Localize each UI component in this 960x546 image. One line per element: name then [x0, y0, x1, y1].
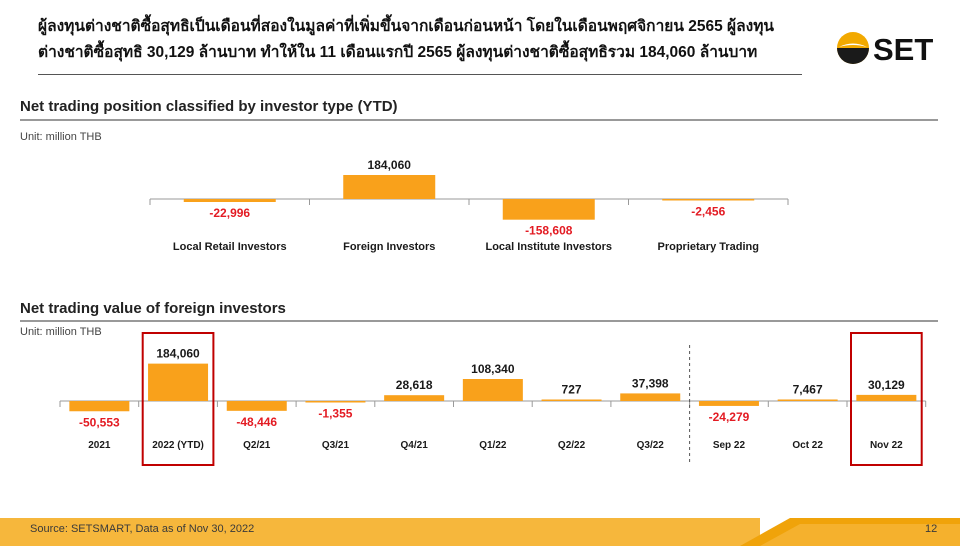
set-logo: SET	[837, 32, 933, 66]
chart1-value-label: 184,060	[368, 158, 412, 172]
chart2-category-label: Q2/21	[243, 440, 271, 451]
chart2-category-label: Q4/21	[401, 440, 429, 451]
chart1-category-label: Proprietary Trading	[658, 241, 759, 253]
chart2-category-label: Nov 22	[870, 440, 903, 451]
headline-divider	[38, 74, 802, 75]
chart2-bar-q3-22	[620, 393, 681, 401]
chart2-title-rule	[20, 320, 938, 322]
chart2-value-label: 108,340	[471, 362, 515, 376]
logo-text: SET	[873, 32, 933, 66]
chart2-bar-nov-22	[856, 394, 917, 401]
chart2-bar-q2-21	[226, 401, 287, 411]
chart2-value-label: 184,060	[156, 347, 200, 361]
chart2-bar-2021	[69, 401, 130, 412]
chart2-title: Net trading value of foreign investors	[20, 300, 286, 317]
footer-bar	[0, 518, 960, 546]
chart1-value-label: -2,456	[691, 205, 725, 219]
chart2-category-label: 2022 (YTD)	[152, 440, 204, 451]
chart1-title-rule	[20, 119, 938, 121]
chart1-category-label: Foreign Investors	[343, 241, 435, 253]
chart2-value-label: -1,355	[318, 407, 352, 421]
chart1-bar-proprietary-trading	[662, 199, 755, 201]
chart2-bar-oct-22	[777, 399, 838, 401]
chart2-value-label: -24,279	[709, 410, 750, 424]
chart1-category-label: Local Institute Investors	[485, 241, 612, 253]
chart2-bar-2022-ytd	[148, 363, 209, 401]
chart2-value-label: 37,398	[632, 376, 669, 390]
chart2-category-label: Oct 22	[792, 440, 823, 451]
chart2-category-label: Sep 22	[713, 440, 746, 451]
chart2-category-label: Q1/22	[479, 440, 507, 451]
chart1-title: Net trading position classified by inves…	[20, 98, 398, 115]
chart2-highlight-box	[850, 332, 923, 466]
chart2-bar-sep-22	[698, 401, 759, 406]
chart1-bar-foreign-investors	[343, 175, 436, 199]
chart2-value-label: -50,553	[79, 415, 120, 429]
chart2-bar-q1-22	[462, 379, 523, 401]
chart1-category-label: Local Retail Investors	[173, 241, 287, 253]
chart2-unit: Unit: million THB	[20, 326, 102, 338]
chart2-value-label: 7,467	[793, 382, 823, 396]
chart1-bar-local-institute-investors	[502, 199, 595, 220]
chart2-bar-q4-21	[384, 395, 445, 401]
chart2-category-label: Q3/22	[637, 440, 665, 451]
chart2-value-label: 30,129	[868, 378, 905, 392]
chart1-value-label: -22,996	[209, 206, 250, 220]
chart2-value-label: 28,618	[396, 378, 433, 392]
chart1-value-label: -158,608	[525, 224, 573, 238]
chart2-category-label: Q3/21	[322, 440, 350, 451]
chart2-value-label: 727	[562, 383, 582, 397]
page-number: 12	[925, 523, 938, 535]
source-note: Source: SETSMART, Data as of Nov 30, 202…	[30, 523, 255, 535]
chart2-value-label: -48,446	[236, 415, 277, 429]
set-sun-logo-icon	[837, 32, 869, 64]
chart2-category-label: Q2/22	[558, 440, 586, 451]
headline-text: ผู้ลงทุนต่างชาติซื้อสุทธิเป็นเดือนที่สอง…	[38, 18, 775, 61]
chart2-bar-q2-22	[541, 399, 602, 401]
chart1-unit: Unit: million THB	[20, 131, 102, 143]
chart2-category-label: 2021	[88, 440, 111, 451]
chart1-bar-local-retail-investors	[183, 199, 276, 202]
chart2-bar-q3-21	[305, 401, 366, 403]
chart2-highlight-box	[141, 332, 215, 466]
